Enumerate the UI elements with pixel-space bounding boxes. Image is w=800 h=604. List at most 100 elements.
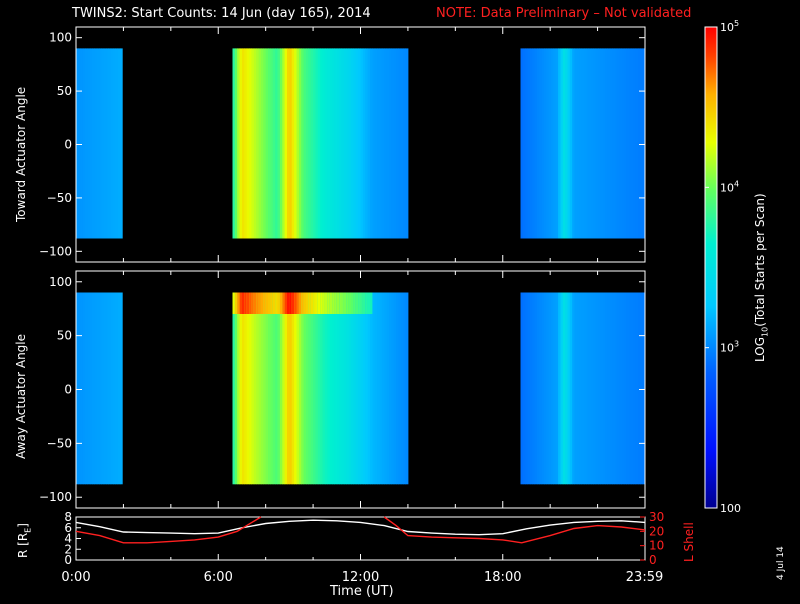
- y-tick-label: 0: [64, 138, 72, 152]
- heatmap-cell: [630, 292, 634, 485]
- heatmap-cell: [270, 292, 274, 485]
- heatmap-cell: [329, 292, 333, 485]
- heatmap-cell: [277, 48, 281, 239]
- heatmap-cell: [623, 292, 627, 485]
- heatmap-cell: [576, 292, 580, 485]
- radius-line: [75, 519, 646, 536]
- heatmap-cell: [279, 292, 283, 485]
- heatmap-cell: [546, 48, 550, 239]
- y-tick-label: −100: [39, 490, 72, 504]
- lshell-line: [383, 516, 646, 544]
- heatmap-cell: [379, 292, 383, 485]
- y-tick-label: 100: [49, 275, 72, 289]
- heatmap-cell: [388, 48, 392, 239]
- y-tick-label: −50: [47, 191, 72, 205]
- heatmap-cell: [353, 48, 357, 239]
- heatmap-cell: [113, 48, 116, 239]
- heatmap-cell: [119, 292, 123, 485]
- heatmap-cell: [237, 292, 241, 485]
- heatmap-cell: [282, 48, 286, 239]
- heatmap-cell: [355, 292, 359, 485]
- colorbar-label: LOG10(Total Starts per Scan): [753, 193, 770, 362]
- date-stamp: 4 Jul 14: [776, 546, 786, 580]
- heatmap-cell: [296, 292, 300, 485]
- heatmap-cell: [244, 48, 248, 239]
- heatmap-cell: [253, 48, 257, 239]
- heatmap-cell: [374, 48, 378, 239]
- y-tick-label: 100: [49, 31, 72, 45]
- x-tick-label: 6:00: [204, 570, 233, 585]
- hot-band-cell: [367, 292, 371, 314]
- heatmap-cell: [341, 48, 345, 239]
- heatmap-cell: [595, 292, 599, 485]
- x-tick-label: 18:00: [484, 570, 521, 585]
- heatmap-cell: [96, 292, 100, 485]
- heatmap-cell: [320, 292, 324, 485]
- heatmap-cell: [377, 48, 380, 239]
- heatmap-cell: [605, 292, 608, 485]
- heatmap-cell: [313, 48, 316, 239]
- heatmap-cell: [263, 48, 267, 239]
- heatmap-cell: [377, 292, 380, 485]
- heatmap-cell: [588, 48, 592, 239]
- chart-title: TWINS2: Start Counts: 14 Jun (day 165), …: [72, 6, 371, 21]
- heatmap-cell: [103, 292, 107, 485]
- heatmap-cell: [291, 48, 295, 239]
- hot-band-cell: [301, 292, 305, 314]
- heatmap-cell: [379, 48, 383, 239]
- heatmap-cell: [607, 48, 611, 239]
- heatmap-cell: [358, 48, 361, 239]
- heatmap-cell: [322, 292, 326, 485]
- x-axis-label: Time (UT): [330, 584, 394, 599]
- hot-band-cell: [294, 292, 297, 314]
- heatmap-cell: [553, 292, 557, 485]
- heatmap-cell: [527, 292, 531, 485]
- heatmap-cell: [527, 48, 531, 239]
- heatmap-cell: [541, 292, 545, 485]
- heatmap-cell: [628, 292, 632, 485]
- radius-tick-label: 2: [64, 542, 72, 556]
- heatmap-cell: [623, 48, 627, 239]
- hot-band-cell: [346, 292, 350, 314]
- heatmap-cell: [275, 292, 278, 485]
- heatmap-cell: [260, 48, 264, 239]
- heatmap-cell: [78, 292, 82, 485]
- heatmap-cell: [386, 292, 390, 485]
- heatmap-cell: [537, 292, 540, 485]
- heatmap-cell: [355, 48, 359, 239]
- heatmap-cell: [232, 48, 236, 239]
- heatmap-cell: [244, 292, 248, 485]
- heatmap-cell: [640, 48, 644, 239]
- heatmap-cell: [332, 292, 335, 485]
- heatmap-cell: [113, 292, 116, 485]
- hot-band-cell: [360, 292, 364, 314]
- heatmap-cell: [277, 292, 281, 485]
- heatmap-cell: [525, 292, 528, 485]
- heatmap-cell: [284, 292, 288, 485]
- heatmap-cell: [642, 48, 646, 239]
- heatmap-cell: [534, 292, 538, 485]
- heatmap-cell: [249, 48, 252, 239]
- heatmap-cell: [572, 292, 575, 485]
- hot-band-cell: [306, 292, 309, 314]
- hot-band-cell: [253, 292, 257, 314]
- hot-band-cell: [279, 292, 283, 314]
- heatmap-cell: [609, 48, 613, 239]
- heatmap-cell: [296, 48, 300, 239]
- heatmap-cell: [602, 292, 606, 485]
- hot-band-cell: [289, 292, 293, 314]
- hot-band-cell: [234, 292, 238, 314]
- colorbar-tick-exponent: 5: [734, 19, 739, 28]
- heatmap-cell: [372, 48, 376, 239]
- heatmap-cell: [403, 48, 407, 239]
- heatmap-cell: [612, 48, 615, 239]
- heatmap-cell: [315, 48, 319, 239]
- heatmap-cell: [638, 292, 641, 485]
- hot-band-cell: [317, 292, 321, 314]
- heatmap-cell: [78, 48, 82, 239]
- heatmap-cell: [583, 48, 587, 239]
- hot-band-cell: [339, 292, 343, 314]
- heatmap-cell: [591, 48, 594, 239]
- heatmap-cell: [239, 48, 243, 239]
- hot-band-cell: [334, 292, 338, 314]
